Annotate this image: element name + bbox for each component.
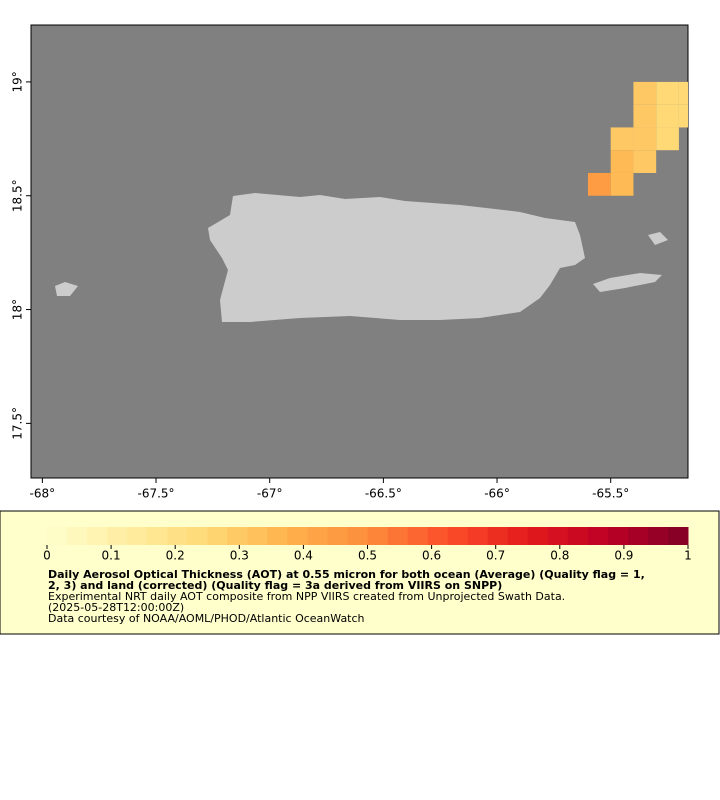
colorbar-tick-label: 0.8	[550, 549, 569, 563]
colorbar-tick-label: 0.6	[422, 549, 441, 563]
legend-note: (2025-05-28T12:00:00Z)	[48, 601, 184, 614]
y-tick-label: 17.5°	[11, 407, 25, 440]
colorbar-swatch	[507, 527, 529, 545]
colorbar-tick-label: 0.2	[166, 549, 185, 563]
colorbar-swatch	[127, 527, 148, 545]
aot-cell	[633, 104, 657, 128]
colorbar-swatch	[67, 527, 88, 545]
aot-cell	[678, 104, 688, 128]
colorbar-tick-label: 0	[43, 549, 51, 563]
colorbar-swatch	[347, 527, 368, 545]
colorbar-swatch	[147, 527, 168, 545]
colorbar-tick-label: 0.4	[294, 549, 313, 563]
aot-cell	[610, 150, 634, 173]
x-tick-label: -65.5°	[592, 487, 629, 501]
colorbar-tick-label: 0.9	[614, 549, 633, 563]
aot-cell	[587, 172, 611, 196]
colorbar-swatch	[567, 527, 589, 545]
colorbar-swatch	[167, 527, 188, 545]
aot-cell	[633, 81, 657, 105]
x-tick-label: -68°	[30, 487, 56, 501]
colorbar-swatch	[547, 527, 569, 545]
land	[55, 193, 668, 322]
x-tick-label: -66.5°	[365, 487, 402, 501]
colorbar-swatch	[327, 527, 348, 545]
colorbar-swatch	[47, 527, 68, 545]
colorbar-swatch	[187, 527, 208, 545]
colorbar-swatch	[487, 527, 509, 545]
aot-cell	[656, 127, 679, 151]
colorbar-swatch	[467, 527, 489, 545]
colorbar-swatch	[387, 527, 409, 545]
legend-title: 2, 3) and land (corrected) (Quality flag…	[48, 579, 502, 592]
colorbar-swatch	[647, 527, 669, 545]
colorbar-swatch	[667, 527, 689, 545]
colorbar-swatch	[607, 527, 629, 545]
aot-cell	[610, 127, 634, 151]
aot-cell	[610, 172, 634, 196]
colorbar-tick-label: 1	[684, 549, 692, 563]
colorbar-swatch	[627, 527, 649, 545]
colorbar-swatch	[427, 527, 449, 545]
colorbar-swatch	[407, 527, 429, 545]
y-tick-label: 18°	[11, 299, 25, 320]
colorbar-swatch	[447, 527, 469, 545]
colorbar-tick-label: 0.7	[486, 549, 505, 563]
colorbar-swatch	[227, 527, 248, 545]
x-tick-label: -66°	[484, 487, 510, 501]
aot-cell	[633, 127, 657, 151]
colorbar-swatch	[107, 527, 128, 545]
legend-title: Daily Aerosol Optical Thickness (AOT) at…	[48, 568, 645, 581]
colorbar-swatch	[207, 527, 228, 545]
aot-cell	[678, 81, 688, 105]
aot-cell	[656, 104, 679, 128]
colorbar-swatch	[287, 527, 308, 545]
aot-cells	[587, 81, 688, 196]
colorbar-swatch	[587, 527, 609, 545]
y-tick-label: 18.5°	[11, 179, 25, 212]
colorbar-tick-label: 0.1	[102, 549, 121, 563]
mona	[55, 282, 78, 296]
colorbar-swatch	[87, 527, 108, 545]
puerto-rico	[208, 193, 585, 322]
aot-cell	[633, 150, 657, 173]
colorbar-swatch	[267, 527, 288, 545]
legend-note: Data courtesy of NOAA/AOML/PHOD/Atlantic…	[48, 612, 365, 625]
colorbar-swatch	[307, 527, 328, 545]
legend-note: Experimental NRT daily AOT composite fro…	[48, 590, 565, 603]
y-tick-label: 19°	[11, 71, 25, 92]
colorbar-tick-label: 0.5	[358, 549, 377, 563]
colorbar-swatch	[527, 527, 549, 545]
colorbar-swatch	[247, 527, 268, 545]
colorbar-tick-label: 0.3	[230, 549, 249, 563]
x-tick-label: -67.5°	[138, 487, 175, 501]
aot-cell	[656, 81, 679, 105]
culebra	[648, 232, 668, 245]
vieques	[593, 273, 662, 292]
colorbar-swatch	[367, 527, 389, 545]
x-tick-label: -67°	[257, 487, 283, 501]
